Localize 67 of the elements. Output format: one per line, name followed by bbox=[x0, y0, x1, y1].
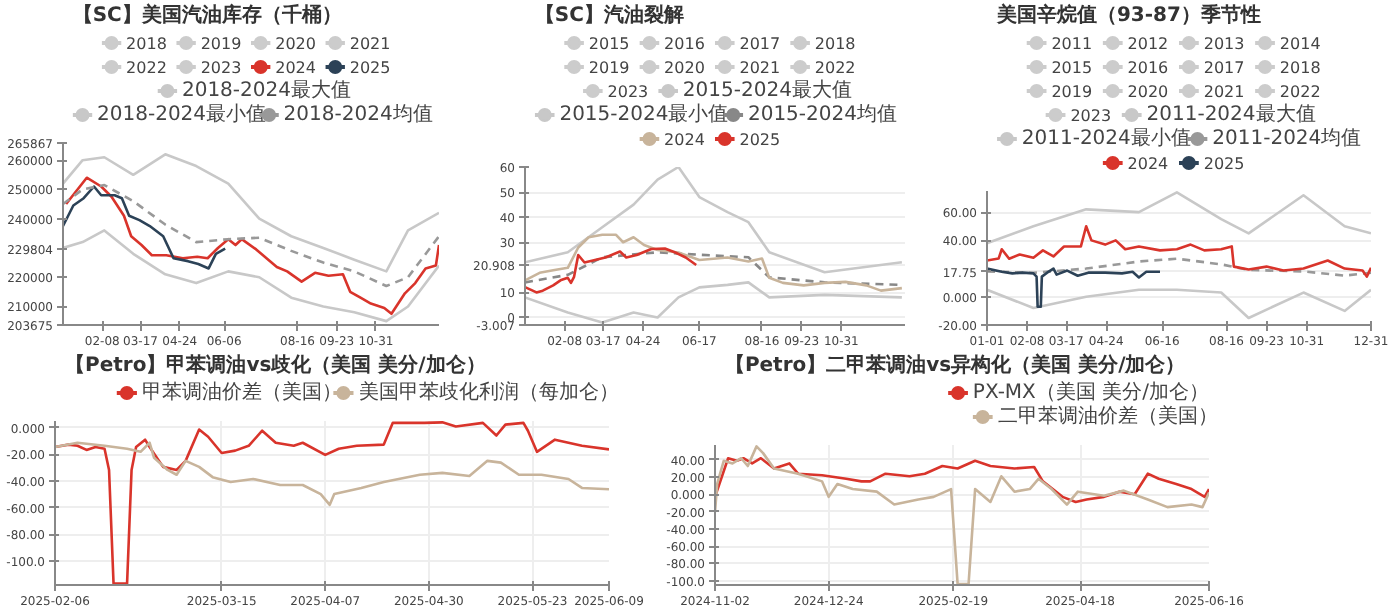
legend-label: 2011-2024最小值 bbox=[1021, 126, 1191, 150]
legend-label: 2019 bbox=[1051, 83, 1093, 101]
legend-label: 2022 bbox=[814, 59, 856, 77]
legend-label: 2024 bbox=[275, 59, 316, 77]
line-series bbox=[987, 267, 1162, 309]
legend-label: 2011-2024最大值 bbox=[1146, 102, 1316, 126]
legend-label: 2018-2024均值 bbox=[283, 102, 433, 126]
chart-title: 【SC】汽油裂解 bbox=[534, 3, 684, 27]
legend-label: 2021 bbox=[739, 59, 781, 77]
legend-label: 2021 bbox=[1203, 83, 1245, 101]
legend-label: 2021 bbox=[349, 35, 391, 53]
line-series bbox=[987, 257, 1371, 277]
chart-title: 【Petro】二甲苯调油vs异构化（美国 美分/加仑） bbox=[724, 353, 1186, 377]
legend-label: 2019 bbox=[588, 59, 630, 77]
chart-title: 美国辛烷值（93-87）季节性 bbox=[994, 3, 1261, 27]
line-series bbox=[525, 233, 904, 292]
legend-label: 2024 bbox=[1127, 155, 1169, 173]
line-series bbox=[63, 153, 439, 273]
legend-label: 2022 bbox=[126, 59, 167, 77]
legend-label: 甲苯调油价差（美国） bbox=[141, 380, 342, 404]
line-series bbox=[987, 224, 1371, 278]
legend-label: 2020 bbox=[664, 59, 705, 77]
legend-label: 2019 bbox=[200, 35, 242, 53]
legend-label: 2013 bbox=[1203, 35, 1245, 53]
line-series bbox=[55, 421, 609, 585]
legend-label: 2020 bbox=[1127, 83, 1169, 101]
legend-label: 2018 bbox=[1279, 59, 1321, 77]
legend-label: 2024 bbox=[664, 131, 705, 149]
line-series bbox=[987, 288, 1371, 320]
chart-title: 【Petro】甲苯调油vs歧化（美国 美分/加仑） bbox=[65, 353, 486, 377]
line-series bbox=[63, 185, 227, 270]
legend-label: 2020 bbox=[275, 35, 316, 53]
legend-label: 2015-2024均值 bbox=[747, 102, 897, 126]
legend-label: PX-MX（美国 美分/加仑） bbox=[972, 380, 1209, 404]
legend-label: 2018-2024最大值 bbox=[181, 78, 351, 102]
chart-title: 【SC】美国汽油库存（千桶） bbox=[72, 3, 342, 27]
legend-label: 2011 bbox=[1051, 35, 1093, 53]
legend-label: 2018 bbox=[814, 35, 856, 53]
legend-label: 2012 bbox=[1127, 35, 1169, 53]
line-series bbox=[715, 456, 1209, 504]
legend-label: 二甲苯调油价差（美国） bbox=[997, 404, 1218, 428]
legend-label: 2015 bbox=[1051, 59, 1093, 77]
legend-label: 2023 bbox=[200, 59, 242, 77]
legend-label: 2018 bbox=[126, 35, 167, 53]
legend-label: 2011-2024均值 bbox=[1212, 126, 1362, 150]
line-series bbox=[64, 176, 439, 316]
legend-label: 2015 bbox=[588, 35, 630, 53]
legend-label: 美国甲苯歧化利润（每加仑） bbox=[358, 380, 619, 404]
line-series bbox=[525, 247, 698, 294]
legend-label: 2025 bbox=[739, 131, 781, 149]
legend-label: 2017 bbox=[1203, 59, 1245, 77]
legend-label: 2015-2024最大值 bbox=[682, 78, 852, 102]
legend-label: 2025 bbox=[1203, 155, 1245, 173]
line-series bbox=[715, 445, 1209, 585]
legend-label: 2023 bbox=[1070, 107, 1112, 125]
line-series bbox=[55, 441, 609, 507]
legend-label: 2017 bbox=[739, 35, 781, 53]
line-series bbox=[525, 167, 904, 274]
legend-label: 2023 bbox=[607, 83, 649, 101]
legend-label: 2016 bbox=[664, 35, 705, 53]
legend-label: 2025 bbox=[349, 59, 391, 77]
legend-label: 2016 bbox=[1127, 59, 1169, 77]
line-series bbox=[63, 183, 439, 288]
line-series bbox=[987, 191, 1371, 245]
legend-label: 2014 bbox=[1279, 35, 1321, 53]
legend-label: 2022 bbox=[1279, 83, 1321, 101]
legend-label: 2015-2024最小值 bbox=[559, 102, 729, 126]
